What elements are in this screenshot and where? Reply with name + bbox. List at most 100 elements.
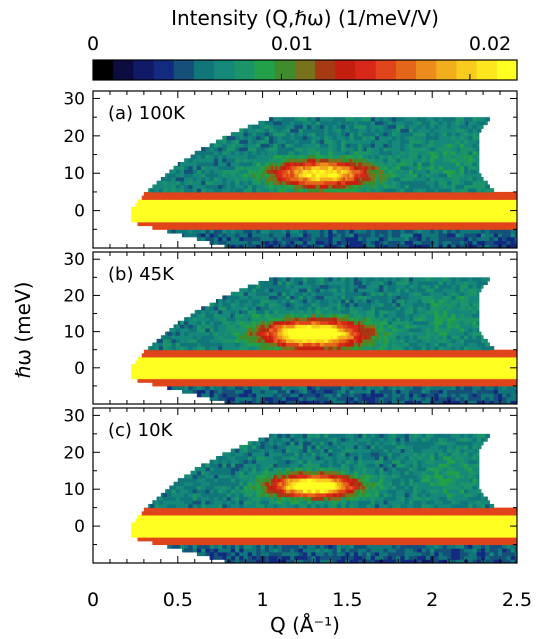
heatmap-cell xyxy=(453,154,457,159)
heatmap-cell xyxy=(355,188,359,193)
heatmap-cell xyxy=(235,139,238,144)
heatmap-cell xyxy=(279,229,283,234)
heatmap-cell xyxy=(472,176,476,182)
heatmap-cell xyxy=(311,158,314,163)
heatmap-cell xyxy=(252,158,255,163)
heatmap-cell xyxy=(394,214,397,219)
heatmap-cell xyxy=(205,229,208,234)
heatmap-cell xyxy=(343,221,346,227)
heatmap-cell xyxy=(402,117,406,122)
heatmap-cell xyxy=(332,147,336,152)
heatmap-cell xyxy=(152,191,155,197)
heatmap-cell xyxy=(387,173,391,178)
heatmap-cell xyxy=(264,210,268,215)
heatmap-cell xyxy=(377,244,380,248)
heatmap-cell xyxy=(296,117,300,122)
heatmap-cell xyxy=(330,229,334,234)
heatmap-cell xyxy=(362,195,365,200)
heatmap-cell xyxy=(179,191,183,197)
heatmap-cell xyxy=(402,229,406,234)
heatmap-cell xyxy=(347,206,351,212)
heatmap-cell xyxy=(366,233,370,238)
heatmap-cell xyxy=(455,132,459,137)
heatmap-cell xyxy=(398,221,401,227)
heatmap-cell xyxy=(368,139,372,144)
heatmap-cell xyxy=(311,191,314,197)
heatmap-cell xyxy=(470,169,473,174)
heatmap-cell xyxy=(398,150,401,156)
heatmap-cell xyxy=(209,184,213,189)
heatmap-cell xyxy=(152,199,155,204)
heatmap-cell xyxy=(438,199,442,204)
heatmap-cell xyxy=(449,176,452,182)
heatmap-cell xyxy=(389,154,393,159)
colorbar-segment xyxy=(193,60,215,80)
heatmap-cell xyxy=(281,117,285,122)
heatmap-cell xyxy=(427,169,431,174)
heatmap-cell xyxy=(173,210,177,215)
heatmap-cell xyxy=(241,236,245,242)
heatmap-cell xyxy=(455,191,459,197)
heatmap-cell xyxy=(226,188,230,193)
heatmap-cell xyxy=(211,206,215,212)
heatmap-cell xyxy=(205,188,208,193)
heatmap-cell xyxy=(402,188,406,193)
heatmap-cell xyxy=(440,240,444,245)
heatmap-cell xyxy=(319,162,323,167)
heatmap-cell xyxy=(396,124,399,129)
heatmap-cell xyxy=(349,147,353,152)
heatmap-cell xyxy=(341,218,344,223)
heatmap-cell xyxy=(470,233,473,238)
heatmap-cell xyxy=(351,120,355,126)
heatmap-cell xyxy=(349,199,353,204)
heatmap-cell xyxy=(427,214,431,219)
heatmap-cell xyxy=(313,147,317,152)
heatmap-cell xyxy=(249,191,253,197)
heatmap-cell xyxy=(247,195,251,200)
heatmap-cell xyxy=(160,214,164,219)
heatmap-cell xyxy=(190,214,194,219)
heatmap-cell xyxy=(260,188,264,193)
heatmap-cell xyxy=(432,236,435,242)
heatmap-cell xyxy=(292,158,295,163)
heatmap-cell xyxy=(307,229,310,234)
heatmap-cell xyxy=(411,210,414,215)
heatmap-cell xyxy=(243,150,247,156)
heatmap-cell xyxy=(432,214,435,219)
heatmap-cell xyxy=(300,147,304,152)
heatmap-cell xyxy=(262,143,266,148)
heatmap-cell xyxy=(330,176,334,182)
heatmap-cell xyxy=(464,128,467,133)
heatmap-cell xyxy=(296,132,300,137)
heatmap-cell xyxy=(455,203,459,208)
heatmap-cell xyxy=(275,206,278,212)
heatmap-cell xyxy=(415,195,418,200)
heatmap-cell xyxy=(302,218,306,223)
heatmap-cell xyxy=(353,180,357,185)
heatmap-cell xyxy=(317,210,321,215)
heatmap-cell xyxy=(434,150,437,156)
heatmap-cell xyxy=(351,143,355,148)
heatmap-cell xyxy=(273,233,276,238)
heatmap-cell xyxy=(334,158,338,163)
heatmap-cell xyxy=(436,147,440,152)
heatmap-cell xyxy=(470,199,473,204)
heatmap-cell xyxy=(281,135,285,141)
heatmap-cell xyxy=(330,162,334,167)
heatmap-cell xyxy=(366,184,370,189)
heatmap-cell xyxy=(311,229,314,234)
heatmap-cell xyxy=(311,143,314,148)
heatmap-cell xyxy=(175,173,179,178)
heatmap-cell xyxy=(294,158,298,163)
heatmap-cell xyxy=(360,203,363,208)
heatmap-cell xyxy=(411,225,414,230)
heatmap-cell xyxy=(402,214,406,219)
heatmap-cell xyxy=(436,199,440,204)
heatmap-cell xyxy=(321,221,325,227)
heatmap-cell xyxy=(169,229,172,234)
heatmap-cell xyxy=(434,218,437,223)
heatmap-cell xyxy=(330,225,334,230)
heatmap-cell xyxy=(377,176,380,182)
heatmap-cell xyxy=(220,218,223,223)
heatmap-cell xyxy=(404,180,408,185)
